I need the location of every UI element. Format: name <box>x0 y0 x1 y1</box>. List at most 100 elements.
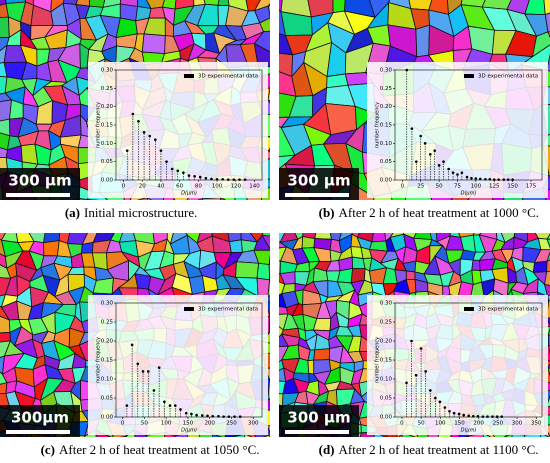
grain <box>532 260 548 273</box>
stem-dot <box>502 178 506 181</box>
grain <box>86 199 100 200</box>
stem-dot <box>141 370 145 373</box>
scale-bar-label: 300 µm <box>8 172 71 190</box>
panel: 300 µm 0.00 0.05 0.10 0.15 0.20 0.25 0.30 0 50 100… <box>279 233 550 457</box>
y-tick-label: 0.30 <box>380 301 393 307</box>
grain <box>261 233 270 237</box>
grain <box>267 378 270 402</box>
stem-dot <box>238 415 242 418</box>
stem-dot <box>437 164 441 167</box>
grain <box>546 259 550 273</box>
grain <box>146 196 152 200</box>
stem-dot <box>227 415 231 418</box>
stem-dot <box>471 414 475 418</box>
x-tick-label: 50 <box>141 421 148 427</box>
grain <box>201 197 222 200</box>
legend-swatch <box>464 74 474 78</box>
caption: After 2 h of heat treatment at 1000 °C. <box>339 205 540 220</box>
y-tick-label: 0.25 <box>380 86 393 92</box>
stem-dot <box>434 396 437 400</box>
grain <box>120 435 128 437</box>
grain <box>301 236 316 249</box>
stem-dot <box>142 131 146 134</box>
grain <box>267 149 270 153</box>
stem-dot <box>146 370 150 373</box>
y-axis-label: number frequency <box>96 102 102 148</box>
grain <box>253 30 270 53</box>
stem-dot <box>506 178 510 181</box>
grain <box>46 204 65 220</box>
scale-bar-label: 300 µm <box>287 409 350 427</box>
stem-dot <box>170 167 174 171</box>
stem-dot <box>491 415 494 418</box>
caption-label: (c) <box>41 442 55 457</box>
grain <box>267 279 270 297</box>
grain <box>449 233 462 238</box>
stem-dot <box>200 414 204 417</box>
y-tick-label: 0.00 <box>101 178 114 184</box>
stem-dot <box>159 149 163 152</box>
stem-dot <box>163 400 166 404</box>
scale-bar-label: 300 µm <box>287 172 350 190</box>
legend-label: 3D experimental data <box>198 307 258 313</box>
stem-dot <box>476 414 480 418</box>
caption-label: (b) <box>319 205 335 220</box>
stem-dot <box>500 415 503 418</box>
x-tick-label: 250 <box>493 421 504 427</box>
x-tick-label: 40 <box>157 184 164 190</box>
grain <box>270 197 286 218</box>
x-axis-label: D(μm) <box>181 191 197 197</box>
grain <box>537 237 550 251</box>
y-tick-label: 0.15 <box>101 123 114 129</box>
stem-dot <box>462 413 466 417</box>
scale-bar <box>6 430 70 434</box>
inset-bg <box>88 62 268 198</box>
grain <box>253 42 270 68</box>
stem-dot <box>511 178 514 181</box>
grain <box>314 233 332 240</box>
grain <box>544 12 550 33</box>
stem-dot <box>433 149 436 152</box>
grain <box>197 198 203 200</box>
grain <box>268 316 270 334</box>
stem-dot <box>424 370 428 373</box>
x-tick-label: 125 <box>489 184 500 190</box>
x-tick-label: 300 <box>512 421 523 427</box>
stem-dot <box>478 177 482 181</box>
x-tick-label: 150 <box>454 421 465 427</box>
y-tick-label: 0.10 <box>380 377 393 383</box>
grain <box>405 270 416 280</box>
y-tick-label: 0.25 <box>101 86 114 92</box>
grain <box>235 205 249 216</box>
inset-bg <box>367 295 548 435</box>
grain <box>92 277 114 295</box>
stem-dot <box>474 177 478 180</box>
grain <box>256 277 270 297</box>
stem-dot <box>227 178 230 181</box>
y-tick-label: 0.05 <box>101 396 114 402</box>
x-tick-label: 150 <box>507 184 518 190</box>
stem-dot <box>221 177 224 181</box>
stem-dot <box>165 160 168 163</box>
y-tick-label: 0.05 <box>380 159 393 165</box>
grain <box>543 0 550 16</box>
stem-dot <box>405 381 408 385</box>
caption: After 2 h of heat treatment at 1050 °C. <box>59 442 260 457</box>
grain <box>307 359 315 375</box>
grain <box>219 197 227 200</box>
stem-dot <box>447 167 450 171</box>
grain <box>543 283 550 298</box>
y-tick-label: 0.15 <box>380 123 393 129</box>
grain <box>547 31 550 38</box>
y-axis-label: number frequency <box>375 337 381 383</box>
caption-label: (a) <box>65 205 80 220</box>
grain <box>137 197 149 200</box>
grain <box>253 234 270 251</box>
stem-dot <box>232 178 236 181</box>
x-tick-label: 100 <box>435 421 446 427</box>
stem-dot <box>428 153 432 156</box>
grain <box>80 241 94 254</box>
legend-label: 3D experimental data <box>478 74 538 80</box>
y-tick-label: 0.20 <box>101 339 114 345</box>
stem-dot <box>467 414 470 418</box>
